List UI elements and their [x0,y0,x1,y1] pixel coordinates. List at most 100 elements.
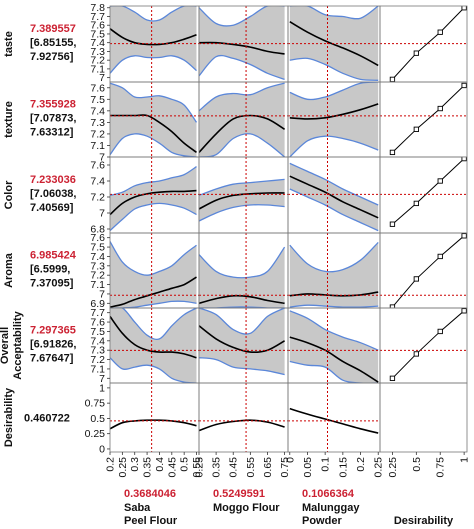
y-tick-label: 0.5 [90,413,105,425]
cell-3-1 [199,233,288,308]
cell-2-2 [288,157,380,233]
factor-name-label: Saba [124,502,151,514]
upper-bound-line [289,82,379,101]
cell-4-0 [110,308,199,383]
y-tick-label: 7 [99,152,105,164]
desirability-handle-2 [437,29,443,35]
desirability-handle-0 [389,221,396,227]
y-tick-label: 7 [99,208,105,220]
lower-bound-line [289,57,379,81]
y-tick-label: 7.8 [90,2,105,14]
upper-bound-line [199,6,285,27]
y-tick-label: 7.2 [90,192,105,204]
y-tick-label: 7.5 [90,94,105,106]
confidence-band [199,308,285,375]
confidence-band [110,6,197,74]
y-tick-label: 7.3 [90,345,105,357]
cell-3-2 [288,233,380,308]
desirability-trace-line [110,419,197,430]
confidence-band [199,179,285,221]
cell-4-3 [380,308,467,381]
cell-frame [287,382,381,453]
y-tick-label: 7.5 [90,242,105,254]
response-ci-lower: [6.91826, [30,339,76,351]
lower-bound-line [110,55,197,74]
desirability-name-label: Desirability [3,387,15,447]
prediction-line [110,189,197,216]
upper-bound-line [199,178,285,197]
lower-bound-line [199,306,285,308]
prediction-line [199,192,285,210]
confidence-band [289,242,379,308]
desirability-value: 0.460722 [24,413,70,425]
y-tick-label: 7.3 [90,260,105,272]
factor-name-label: Moggo Flour [213,502,280,514]
x-tick-label: 0.55 [191,457,203,478]
x-tick-label: 0.2 [355,457,367,472]
prediction-line [110,315,197,359]
cell-3-3 [380,233,467,308]
cell-5-2 [288,383,380,452]
cell-4-1 [199,308,288,383]
lower-bound-line [199,357,285,376]
desirability-handle-3 [461,233,467,239]
desirability-handle-1 [413,276,419,282]
response-ci-lower: [6.85155, [30,37,76,49]
response-predicted-value: 6.985424 [30,250,77,262]
upper-bound-line [289,310,379,351]
response-predicted-value: 7.355928 [30,99,76,111]
x-tick-label: 0.35 [142,457,154,478]
desirability-trace-line [289,407,379,434]
cell-5-0 [110,383,199,452]
prediction-line [199,114,286,153]
cell-0-1 [199,6,288,82]
y-tick-label: 7.2 [90,55,105,67]
upper-bound-line [110,241,197,276]
cell-frame [109,382,200,453]
factor-name-label: Peel Flour [124,515,178,527]
upper-bound-line [110,166,197,197]
y-tick-label: 7.3 [90,117,105,129]
lower-bound-line [199,204,285,222]
desirability-handle-3 [461,308,467,314]
cell-1-3 [380,82,467,156]
prediction-line [110,276,197,308]
y-tick-label: 7.6 [90,20,105,32]
x-tick-label: 0.55 [245,457,257,478]
x-tick-label: 0.15 [337,457,349,478]
y-tick-label: 7.7 [90,307,105,319]
y-tick-label: 7.6 [90,82,105,94]
y-tick-label: 1 [99,382,105,394]
lower-bound-line [199,54,285,81]
response-ci-upper: 7.92756] [30,51,74,63]
x-tick-label: 0.45 [228,457,240,478]
x-tick-label: 0.35 [211,457,223,478]
desirability-handle-0 [389,149,396,156]
y-tick-label: 7.4 [90,37,105,49]
prediction-line [199,41,285,55]
y-tick-label: 7.6 [90,232,105,244]
x-tick-label: 0.25 [387,457,399,478]
desirability-handle-2 [437,178,443,184]
y-tick-label: 7.4 [90,105,105,117]
cell-3-0 [110,233,199,308]
response-ci-lower: [7.07873, [30,113,76,125]
x-tick-label: 0.1 [320,457,332,472]
confidence-band [289,310,379,383]
x-tick-label: 0.5 [179,457,191,472]
desirability-handle-3 [461,82,467,89]
desirability-function-line [392,85,465,153]
response-name-label: Color [3,180,15,209]
upper-bound-line [199,246,286,279]
lower-bound-line [289,188,379,232]
desirability-handle-1 [413,351,419,357]
prediction-line [289,336,379,383]
desirability-trace-line [199,419,285,432]
cell-1-1 [199,82,288,157]
y-tick-label: 0 [99,443,105,455]
y-tick-label: 7.5 [90,28,105,40]
x-tick-label: 0.75 [435,457,447,478]
response-predicted-value: 7.233036 [30,174,76,186]
x-tick-label: 0.5 [411,457,423,472]
